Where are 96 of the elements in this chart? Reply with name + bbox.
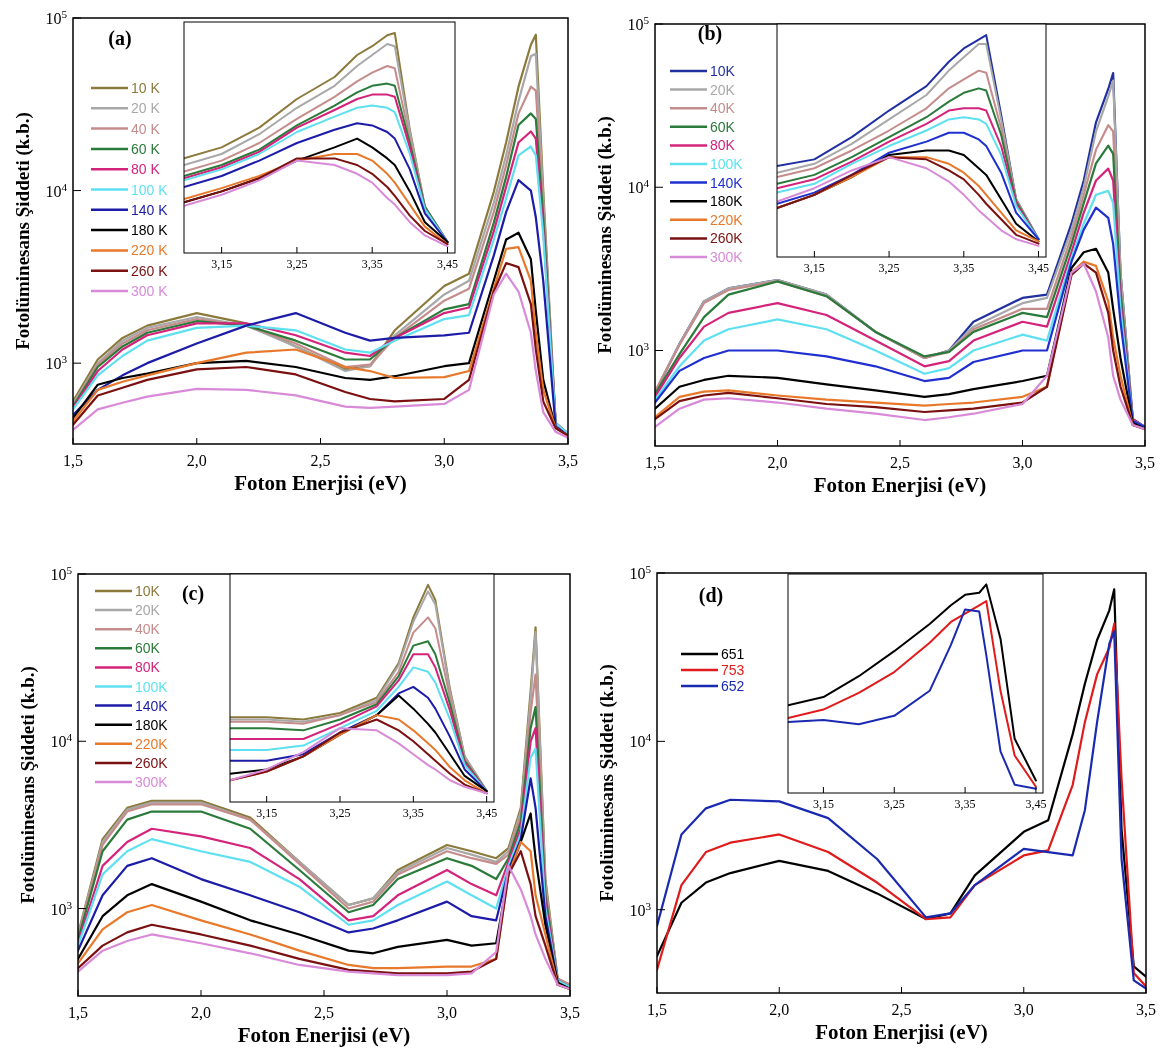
legend-label: 652 bbox=[721, 678, 745, 694]
x-tick-label: 3,25 bbox=[329, 806, 351, 820]
legend-label: 60 K bbox=[131, 140, 161, 157]
x-tick-label: 3,0 bbox=[434, 452, 455, 469]
x-tick-label: 3,25 bbox=[878, 261, 900, 275]
x-tick-label: 3,5 bbox=[1135, 454, 1155, 471]
legend-label: 80 K bbox=[131, 161, 161, 178]
x-tick-label: 2,0 bbox=[769, 1001, 790, 1018]
x-tick-label: 3,45 bbox=[1028, 261, 1050, 275]
legend-label: 40K bbox=[710, 100, 736, 117]
y-tick-label: 10$^{5}$ bbox=[50, 564, 73, 583]
x-tick-label: 3,0 bbox=[1012, 454, 1033, 471]
x-tick-label: 2,0 bbox=[191, 1004, 211, 1021]
x-tick-label: 3,0 bbox=[1013, 1001, 1034, 1018]
legend-label: 220K bbox=[710, 211, 744, 228]
legend-label: 753 bbox=[721, 662, 745, 678]
x-tick-label: 3,45 bbox=[476, 806, 498, 820]
text: (a) bbox=[108, 27, 132, 50]
y-tick-label: 10$^{4}$ bbox=[50, 731, 73, 751]
y-tick-label: 10$^{4}$ bbox=[627, 177, 650, 197]
x-tick-label: 3,15 bbox=[803, 261, 825, 275]
y-tick-label: 10$^{4}$ bbox=[629, 731, 652, 751]
x-tick-label: 2,5 bbox=[314, 1004, 334, 1021]
legend-label: 10K bbox=[710, 63, 736, 79]
legend-label: 300K bbox=[135, 774, 169, 790]
legend-label: 651 bbox=[721, 646, 745, 662]
x-tick-label: 3,15 bbox=[256, 806, 278, 820]
x-tick-label: 3,45 bbox=[1025, 797, 1047, 811]
x-tick-label: 3,35 bbox=[361, 257, 383, 271]
legend-label: 100K bbox=[710, 156, 744, 172]
y-axis-title: Fotolüminesans Şiddeti (k.b.) bbox=[596, 664, 618, 902]
legend-label: 140 K bbox=[131, 201, 169, 218]
y-tick-label: 10$^{5}$ bbox=[627, 14, 650, 33]
x-tick-label: 3,5 bbox=[558, 452, 578, 469]
x-tick-label: 1,5 bbox=[68, 1004, 88, 1021]
x-tick-label: 2,0 bbox=[767, 454, 788, 471]
chart-title: (c) bbox=[181, 582, 205, 605]
y-tick-label: 10$^{3}$ bbox=[629, 899, 652, 919]
x-tick-label: 1,5 bbox=[63, 452, 83, 469]
legend-label: 40 K bbox=[131, 120, 161, 137]
y-axis-title: Fotolüminesans Şiddeti (k.b.) bbox=[594, 116, 616, 354]
legend-label: 60K bbox=[135, 640, 161, 657]
x-tick-label: 3,35 bbox=[402, 806, 424, 820]
y-tick-label: 10$^{5}$ bbox=[45, 8, 68, 27]
y-tick-label: 10$^{3}$ bbox=[50, 898, 73, 918]
legend-label: 260K bbox=[135, 754, 169, 771]
x-tick-label: 3,45 bbox=[436, 257, 458, 271]
text: (d) bbox=[698, 584, 724, 607]
x-tick-label: 1,5 bbox=[645, 454, 665, 471]
legend-label: 140K bbox=[135, 697, 169, 714]
x-tick-label: 2,5 bbox=[891, 1001, 912, 1018]
x-tick-label: 1,5 bbox=[647, 1001, 667, 1018]
legend-label: 20K bbox=[710, 81, 736, 98]
x-tick-label: 2,5 bbox=[310, 452, 331, 469]
legend-label: 180 K bbox=[131, 222, 169, 239]
x-tick-label: 3,5 bbox=[560, 1004, 580, 1021]
legend-label: 80K bbox=[135, 659, 161, 676]
legend-label: 40K bbox=[135, 621, 161, 638]
legend-label: 20 K bbox=[131, 100, 161, 117]
legend-label: 10K bbox=[135, 583, 161, 599]
x-tick-label: 3,15 bbox=[211, 257, 233, 271]
x-tick-label: 3,35 bbox=[954, 797, 976, 811]
chart-title: (b) bbox=[697, 22, 723, 45]
x-tick-label: 2,0 bbox=[186, 452, 207, 469]
x-axis-title: Foton Enerjisi (eV) bbox=[234, 471, 407, 495]
legend-label: 80K bbox=[710, 137, 736, 154]
legend-label: 100 K bbox=[131, 181, 169, 198]
legend-label: 220K bbox=[135, 735, 169, 752]
y-tick-label: 10$^{3}$ bbox=[45, 353, 68, 373]
x-tick-label: 3,15 bbox=[812, 797, 834, 811]
x-axis-title: Foton Enerjisi (eV) bbox=[813, 473, 987, 497]
y-axis-title: Fotolüminesans Şiddeti (k.b.) bbox=[17, 666, 39, 904]
x-tick-label: 3,25 bbox=[883, 797, 905, 811]
legend-label: 140K bbox=[710, 174, 744, 191]
y-tick-label: 10$^{4}$ bbox=[45, 180, 68, 200]
legend-label: 10 K bbox=[131, 80, 161, 96]
x-tick-label: 3,5 bbox=[1136, 1001, 1156, 1018]
legend-label: 300K bbox=[710, 249, 744, 265]
y-tick-label: 10$^{5}$ bbox=[629, 563, 652, 582]
y-axis-title: Fotolüminesans Şiddeti (k.b.) bbox=[12, 112, 34, 350]
x-tick-label: 3,0 bbox=[437, 1004, 457, 1021]
x-tick-label: 3,25 bbox=[286, 257, 308, 271]
legend-label: 20K bbox=[135, 602, 161, 619]
legend-label: 100K bbox=[135, 678, 169, 695]
legend-label: 60K bbox=[710, 118, 736, 135]
x-tick-label: 2,5 bbox=[890, 454, 910, 471]
legend-label: 180K bbox=[135, 716, 169, 733]
x-tick-label: 3,35 bbox=[953, 261, 975, 275]
legend-label: 260K bbox=[710, 230, 744, 247]
y-tick-label: 10$^{3}$ bbox=[627, 340, 650, 360]
legend-label: 220 K bbox=[131, 242, 169, 259]
legend-label: 180K bbox=[710, 193, 744, 210]
x-axis-title: Foton Enerjisi (eV) bbox=[237, 1023, 411, 1047]
legend-label: 300 K bbox=[131, 283, 169, 299]
legend-label: 260 K bbox=[131, 262, 169, 279]
x-axis-title: Foton Enerjisi (eV) bbox=[815, 1020, 988, 1044]
